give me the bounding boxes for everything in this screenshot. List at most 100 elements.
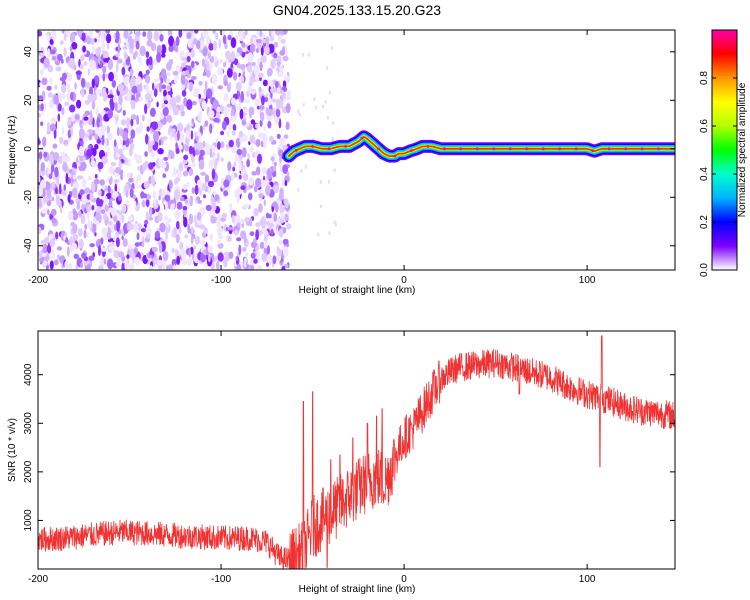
noise-blob	[244, 30, 248, 36]
noise-blob	[135, 31, 141, 37]
noise-blob	[261, 167, 268, 175]
noise-blob	[38, 30, 43, 37]
noise-blob	[221, 212, 228, 219]
noise-blob	[166, 85, 170, 91]
noise-blob	[59, 77, 66, 82]
noise-blob	[218, 38, 222, 49]
noise-blob	[183, 97, 188, 107]
noise-blob	[251, 90, 256, 95]
noise-blob	[267, 169, 272, 179]
noise-blob	[114, 183, 118, 193]
noise-blob	[264, 45, 270, 55]
noise-blob	[209, 123, 213, 134]
snr-y-tick-label: 1000	[23, 509, 34, 532]
noise-blob	[38, 151, 43, 160]
noise-blob	[158, 122, 162, 130]
track-peak-dot	[410, 149, 413, 153]
noise-blob	[79, 145, 84, 157]
noise-blob	[101, 42, 105, 50]
noise-blob	[115, 262, 121, 267]
spectrogram-y-tick-label: 40	[23, 46, 34, 58]
noise-blob	[162, 106, 169, 117]
noise-blob	[227, 226, 234, 231]
noise-blob	[216, 217, 221, 228]
noise-blob	[161, 162, 167, 169]
noise-blob	[217, 242, 224, 249]
noise-blob	[319, 180, 322, 184]
noise-blob	[144, 103, 148, 115]
noise-blob	[172, 166, 177, 178]
noise-blob	[205, 69, 211, 78]
noise-blob	[158, 139, 162, 146]
noise-blob	[251, 171, 257, 176]
noise-blob	[82, 137, 89, 143]
noise-blob	[284, 180, 288, 187]
noise-blob	[194, 214, 197, 224]
noise-blob	[92, 93, 98, 102]
noise-blob	[228, 122, 232, 131]
track-peak-dot	[311, 145, 314, 148]
noise-blob	[205, 55, 208, 61]
noise-blob	[173, 40, 177, 51]
noise-blob	[107, 185, 111, 194]
noise-blob	[64, 260, 69, 270]
noise-blob	[60, 151, 66, 157]
noise-blob	[274, 30, 281, 36]
noise-blob	[260, 55, 267, 63]
noise-blob	[152, 82, 155, 91]
noise-blob	[223, 80, 228, 86]
noise-blob	[85, 266, 90, 270]
noise-blob	[76, 99, 82, 109]
noise-blob	[61, 30, 65, 34]
noise-blob	[51, 55, 57, 61]
noise-blob	[263, 241, 268, 249]
noise-blob	[67, 129, 72, 139]
colorbar-ticks: 0.0 0.2 0.4 0.6 0.8	[699, 71, 737, 277]
noise-blob	[89, 192, 94, 201]
noise-blob	[241, 119, 247, 126]
noise-blob	[239, 108, 244, 120]
noise-blob	[81, 194, 87, 205]
noise-blob	[138, 96, 144, 102]
noise-blob	[190, 48, 195, 58]
noise-blob	[265, 36, 269, 46]
noise-blob	[152, 190, 157, 199]
spectrogram-x-ticks: -200 -100 0 100	[28, 30, 596, 286]
noise-blob	[282, 164, 289, 174]
noise-blob	[228, 139, 234, 148]
noise-blob	[273, 41, 279, 48]
noise-blob	[279, 160, 282, 169]
noise-blob	[148, 162, 154, 170]
track-peak-dot	[541, 147, 545, 151]
noise-blob	[80, 213, 86, 225]
noise-blob	[116, 186, 121, 191]
noise-blob	[135, 76, 142, 85]
noise-blob	[236, 192, 240, 203]
noise-blob	[121, 66, 126, 76]
noise-blob	[213, 55, 218, 63]
noise-blob	[273, 115, 280, 124]
noise-blob	[166, 220, 169, 228]
spectrogram-x-label: Height of straight line (km)	[299, 285, 416, 296]
noise-blob	[67, 116, 72, 124]
noise-blob	[212, 191, 217, 195]
noise-blob	[48, 92, 53, 98]
noise-blob	[282, 246, 289, 258]
noise-blob	[268, 43, 275, 54]
track-peak-dot	[459, 147, 463, 151]
noise-blob	[66, 92, 72, 102]
noise-blob	[239, 136, 244, 144]
noise-blob	[226, 131, 230, 138]
noise-blob	[194, 184, 199, 195]
noise-blob	[40, 161, 45, 172]
noise-blob	[139, 45, 146, 57]
noise-blob	[235, 137, 241, 148]
noise-blob	[116, 209, 119, 214]
noise-blob	[209, 148, 213, 159]
noise-blob	[46, 122, 51, 133]
noise-blob	[255, 48, 260, 53]
noise-blob	[181, 89, 187, 97]
noise-blob	[263, 230, 269, 236]
noise-blob	[57, 53, 63, 62]
noise-blob	[59, 204, 63, 214]
